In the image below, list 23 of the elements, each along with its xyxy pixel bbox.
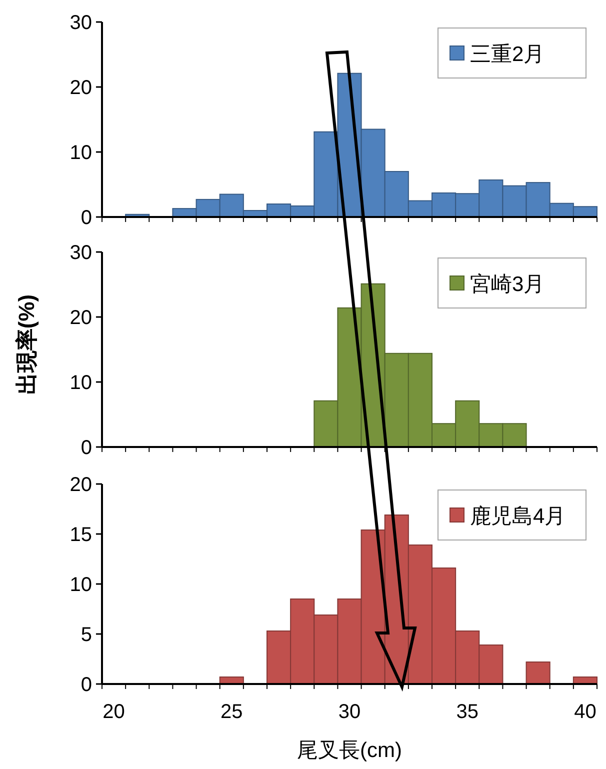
y-tick-label: 20 — [70, 307, 92, 329]
x-tick-label: 25 — [220, 701, 243, 723]
x-tick-label: 40 — [574, 701, 596, 723]
x-tick-label: 30 — [338, 701, 361, 723]
y-tick-label: 5 — [80, 624, 92, 646]
y-tick-label: 10 — [70, 574, 92, 596]
x-axis-title: 尾叉長(cm) — [297, 739, 402, 762]
y-tick-label: 10 — [70, 142, 92, 164]
y-tick-label: 0 — [80, 674, 92, 696]
legend-label: 鹿児島4月 — [470, 505, 566, 528]
y-tick-label: 0 — [80, 437, 92, 459]
y-tick-label: 10 — [70, 372, 92, 394]
y-tick-label: 0 — [80, 207, 92, 229]
legend-label: 三重2月 — [470, 43, 545, 66]
y-tick-label: 20 — [70, 77, 92, 99]
y-tick-label: 20 — [70, 474, 92, 496]
y-tick-label: 30 — [70, 242, 92, 264]
x-tick-label: 35 — [456, 701, 478, 723]
y-tick-label: 15 — [70, 524, 92, 546]
x-tick-label: 20 — [102, 701, 125, 723]
y-axis-title: 出現率(%) — [14, 294, 39, 395]
legend-label: 宮崎3月 — [470, 273, 545, 296]
y-tick-label: 30 — [70, 12, 92, 34]
